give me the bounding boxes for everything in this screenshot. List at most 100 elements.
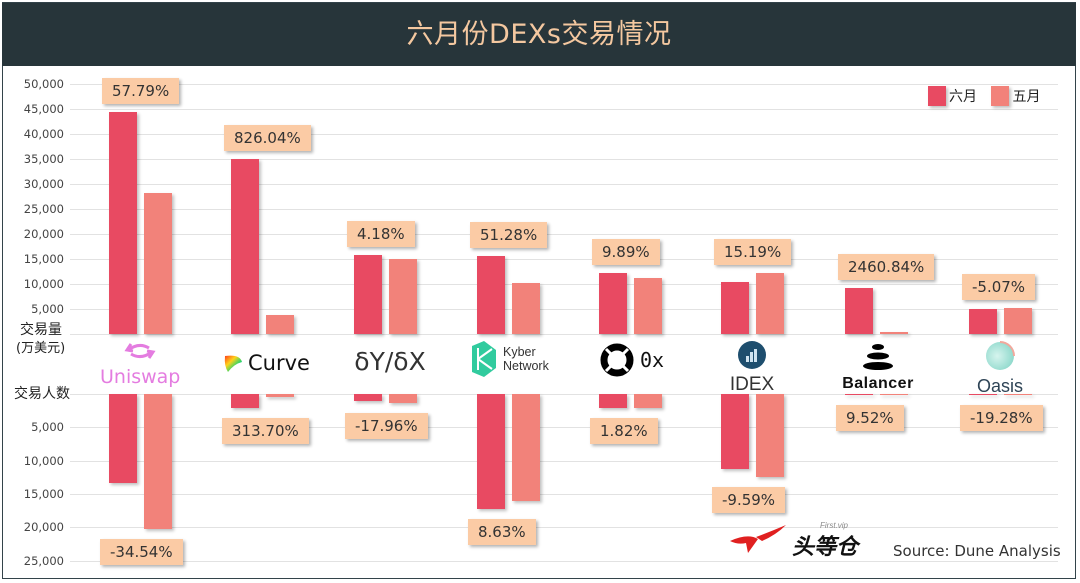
- brand-logo: 头等仓 First.vip: [728, 521, 858, 560]
- bar-volume-may: [633, 278, 662, 334]
- kyber-name-line2: Network: [503, 359, 549, 373]
- y-tick-volume: 45,000: [23, 102, 64, 116]
- logo-kyber: Kyber Network: [468, 340, 568, 378]
- gridline: [70, 134, 1058, 135]
- volume-axis-title: 交易量: [20, 322, 62, 338]
- idex-icon: [738, 341, 766, 369]
- gridline: [70, 460, 1058, 462]
- curve-icon: [224, 355, 242, 372]
- bar-volume-june: [968, 309, 997, 334]
- y-tick-users: 10,000: [23, 453, 64, 468]
- y-tick-volume: 50,000: [23, 77, 64, 91]
- zerox-icon: [600, 343, 634, 377]
- bar-volume-june: [108, 111, 137, 334]
- gridline: [70, 159, 1058, 160]
- bar-users-may: [143, 394, 172, 530]
- bar-users-june: [108, 394, 137, 483]
- bar-users-june: [476, 394, 505, 510]
- legend-item-may: 五月: [991, 86, 1040, 106]
- gridline: [70, 109, 1058, 110]
- bar-users-june: [844, 394, 873, 396]
- bar-volume-may: [265, 315, 294, 334]
- logo-curve: Curve: [222, 351, 312, 375]
- bar-users-may: [388, 394, 417, 403]
- y-tick-volume: 40,000: [23, 127, 64, 141]
- logo-balancer: Balancer: [836, 343, 920, 392]
- y-tick-volume: 25,000: [23, 202, 64, 216]
- y-tick-users: 5,000: [31, 420, 64, 435]
- volume-change-label: 57.79%: [102, 78, 180, 104]
- kyber-icon: [472, 341, 496, 377]
- volume-axis-unit: (万美元): [16, 341, 66, 356]
- logo-idex: IDEX: [722, 340, 782, 395]
- legend-label-may: 五月: [1012, 89, 1041, 105]
- y-tick-volume: 35,000: [23, 152, 64, 166]
- users-axis-title: 交易人数: [14, 386, 70, 402]
- logo-0x: 0x: [600, 343, 680, 377]
- bar-volume-may: [1003, 307, 1032, 334]
- volume-change-label: 15.19%: [714, 238, 792, 265]
- baseline-users: [70, 394, 1058, 395]
- brand-swoosh-icon: [730, 525, 786, 553]
- gridline: [70, 309, 1058, 310]
- users-change-label: 9.52%: [836, 405, 904, 432]
- gridline: [70, 560, 1058, 562]
- logo-dydx: δY/δX: [354, 347, 426, 376]
- source-note: Source: Dune Analysis: [893, 542, 1061, 560]
- users-change-label: 313.70%: [222, 417, 309, 444]
- bar-volume-may: [755, 272, 784, 334]
- chart-title: 六月份DEXs交易情况: [2, 3, 1076, 66]
- logo-uniswap: Uniswap: [100, 340, 180, 387]
- bar-users-may: [755, 394, 784, 478]
- baseline-volume: [70, 334, 1058, 335]
- brand-name: 头等仓: [792, 534, 859, 559]
- bar-volume-june: [844, 288, 873, 334]
- y-tick-volume: 20,000: [23, 227, 64, 241]
- bar-users-may: [633, 394, 662, 408]
- legend-swatch-may: [991, 86, 1010, 106]
- y-tick-volume: 5,000: [31, 302, 64, 316]
- y-tick-volume: 15,000: [23, 252, 64, 266]
- bar-volume-may: [879, 332, 908, 334]
- gridline: [70, 234, 1058, 235]
- balancer-name: Balancer: [842, 375, 914, 392]
- logo-oasis: Oasis: [970, 340, 1030, 395]
- gridline: [70, 209, 1058, 210]
- legend-item-june: 六月: [928, 86, 977, 106]
- bar-volume-june: [353, 255, 382, 334]
- bar-users-may: [879, 394, 908, 396]
- bar-volume-june: [476, 256, 505, 334]
- gridline: [70, 527, 1058, 529]
- volume-change-label: -5.07%: [962, 273, 1036, 300]
- gridline: [70, 184, 1058, 185]
- legend: 六月 五月: [928, 86, 1050, 110]
- curve-name: Curve: [248, 351, 310, 375]
- y-tick-users: 15,000: [23, 486, 64, 501]
- bar-volume-june: [598, 272, 627, 334]
- bar-volume-may: [511, 282, 540, 334]
- uniswap-swap-icon: [124, 343, 156, 359]
- bar-volume-may: [388, 258, 417, 334]
- gridline: [70, 84, 1058, 85]
- legend-swatch-june: [928, 86, 946, 106]
- brand-sub: First.vip: [820, 521, 848, 530]
- users-change-label: -17.96%: [345, 412, 428, 439]
- bar-users-june: [968, 394, 997, 396]
- bar-volume-june: [230, 159, 259, 334]
- kyber-name-line1: Kyber: [503, 345, 536, 359]
- bar-users-may: [511, 394, 540, 501]
- bar-users-june: [598, 394, 627, 408]
- y-tick-users: 25,000: [23, 553, 64, 568]
- legend-label-june: 六月: [949, 89, 977, 105]
- bar-users-may: [1003, 394, 1032, 396]
- gridline: [70, 493, 1058, 495]
- idex-name: IDEX: [729, 374, 775, 395]
- bar-volume-may: [143, 193, 172, 334]
- y-tick-volume: 30,000: [23, 177, 64, 191]
- volume-change-label: 826.04%: [224, 125, 311, 151]
- zerox-name: 0x: [640, 348, 665, 372]
- kyber-name: Kyber Network: [503, 345, 549, 373]
- users-change-label: -34.54%: [100, 539, 183, 566]
- oasis-name: Oasis: [976, 376, 1023, 396]
